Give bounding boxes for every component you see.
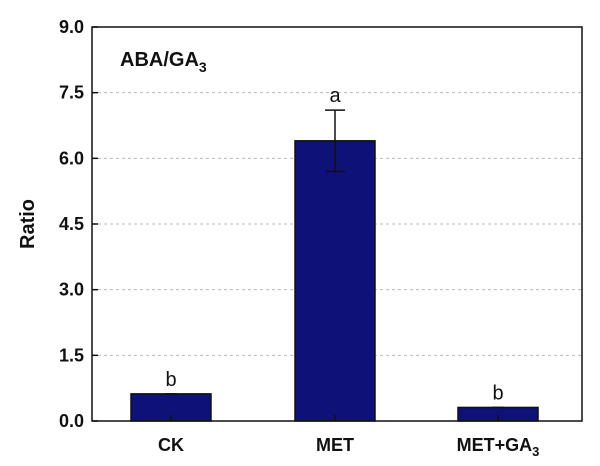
significance-labels: b a b bbox=[165, 85, 503, 404]
y-tick-label: 0.0 bbox=[59, 411, 84, 431]
y-axis-label: Ratio bbox=[17, 199, 39, 249]
x-tick-label-main: MET+GA bbox=[457, 435, 533, 455]
y-tick-label: 3.0 bbox=[59, 280, 84, 300]
x-tick-label-main: CK bbox=[158, 435, 184, 455]
error-bars bbox=[165, 109, 504, 409]
chart-title: ABA/GA3 bbox=[120, 49, 207, 75]
grid-lines bbox=[92, 92, 582, 356]
chart-title-subscript: 3 bbox=[199, 59, 207, 75]
y-axis-ticks: 0.0 1.5 3.0 4.5 6.0 7.5 9.0 bbox=[59, 17, 98, 431]
y-tick-label: 9.0 bbox=[59, 17, 84, 37]
x-axis-ticks: CK MET MET+GA3 bbox=[158, 415, 539, 459]
x-tick-label-subscript: 3 bbox=[532, 444, 539, 459]
x-tick-label: CK bbox=[158, 435, 184, 455]
bar-met bbox=[294, 140, 376, 422]
x-tick-label-main: MET bbox=[316, 435, 354, 455]
chart-title-main: ABA/GA bbox=[120, 49, 199, 71]
bars bbox=[130, 140, 539, 422]
x-tick-label: MET bbox=[316, 435, 354, 455]
significance-label: a bbox=[329, 85, 341, 107]
y-tick-label: 1.5 bbox=[59, 345, 84, 365]
significance-label: b bbox=[165, 369, 176, 391]
y-tick-label: 4.5 bbox=[59, 214, 84, 234]
significance-label: b bbox=[492, 382, 503, 404]
y-tick-label: 6.0 bbox=[59, 148, 84, 168]
y-tick-label: 7.5 bbox=[59, 83, 84, 103]
x-tick-label: MET+GA3 bbox=[457, 435, 540, 459]
